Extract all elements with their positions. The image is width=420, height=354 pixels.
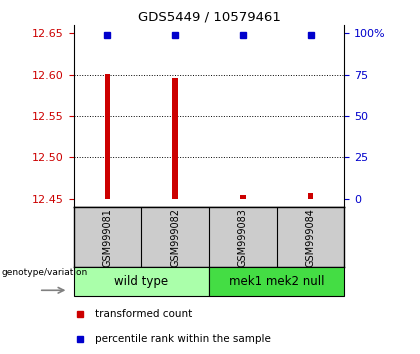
Text: percentile rank within the sample: percentile rank within the sample — [95, 334, 271, 344]
Text: transformed count: transformed count — [95, 308, 193, 319]
Text: GSM999084: GSM999084 — [305, 208, 315, 267]
Text: GSM999082: GSM999082 — [170, 208, 180, 267]
Text: GSM999083: GSM999083 — [238, 208, 248, 267]
Bar — [240, 195, 246, 199]
Bar — [172, 78, 178, 199]
Text: mek1 mek2 null: mek1 mek2 null — [229, 275, 324, 288]
Text: wild type: wild type — [114, 275, 168, 288]
Text: genotype/variation: genotype/variation — [2, 268, 88, 277]
Bar — [105, 74, 110, 199]
Bar — [74, 267, 209, 296]
Title: GDS5449 / 10579461: GDS5449 / 10579461 — [137, 11, 281, 24]
Bar — [308, 193, 313, 199]
Bar — [209, 267, 344, 296]
Text: GSM999081: GSM999081 — [102, 208, 113, 267]
